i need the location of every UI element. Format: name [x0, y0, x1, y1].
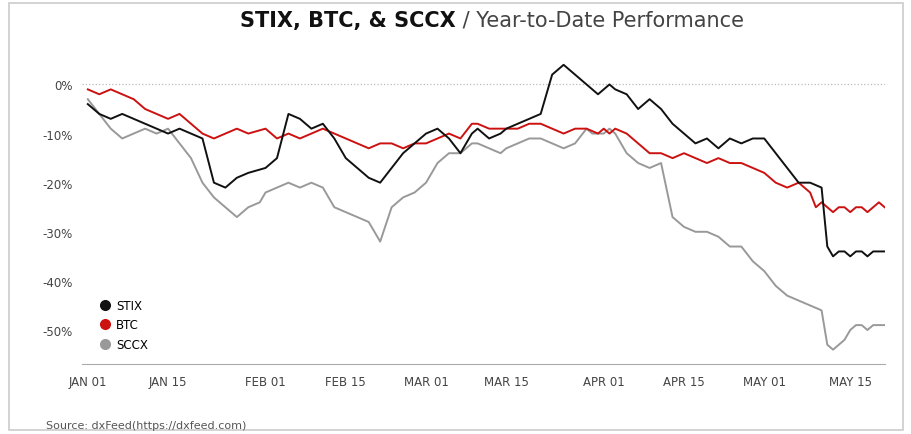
Legend: STIX, BTC, SCCX: STIX, BTC, SCCX [96, 294, 152, 355]
Text: Source: dxFeed(https://dxfeed.com): Source: dxFeed(https://dxfeed.com) [46, 420, 246, 430]
Text: / Year-to-Date Performance: / Year-to-Date Performance [456, 11, 743, 31]
Text: STIX, BTC, & SCCX: STIX, BTC, & SCCX [240, 11, 456, 31]
